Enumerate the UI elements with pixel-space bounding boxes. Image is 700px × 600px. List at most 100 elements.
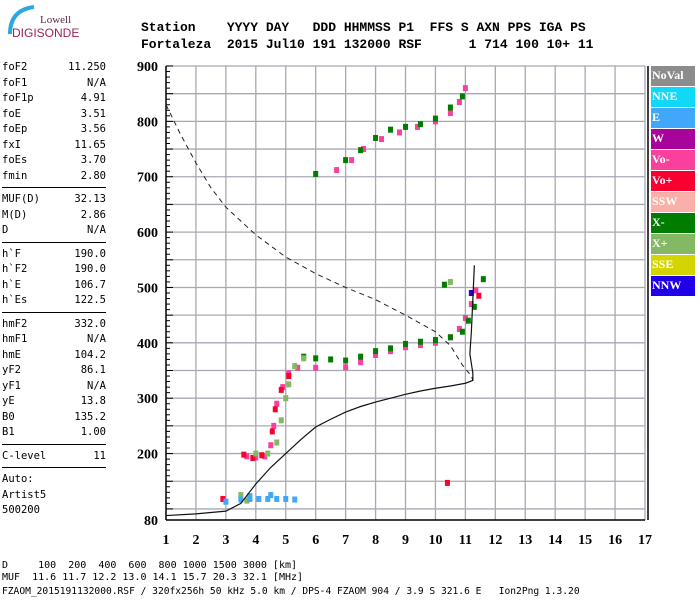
- file-info-line: FZAOM_2015191132000.RSF / 320fx256h 50 k…: [2, 586, 580, 597]
- echo-point-x-: [343, 157, 349, 164]
- param-value: N/A: [87, 333, 106, 345]
- x-tick-label: 3: [222, 533, 229, 548]
- echo-point-x-: [265, 450, 271, 457]
- reference-curve-dashed: [165, 104, 474, 381]
- echo-point-x-: [373, 348, 379, 355]
- param-row: yF2 86.1: [2, 363, 106, 379]
- divider: [2, 241, 106, 243]
- param-name: MUF(D): [2, 193, 40, 205]
- param-value: 86.1: [80, 364, 106, 376]
- param-row: hmF2 332.0: [2, 317, 106, 333]
- echo-point-vo-: [271, 422, 277, 429]
- param-value: 106.7: [74, 278, 106, 291]
- ionogram-plot: 1 2 3 4 5 6 7 8 9 10 11 12 13 14 15 16 17802003004005006…: [137, 60, 652, 548]
- param-value: 11: [93, 449, 106, 462]
- x-tick-label: 13: [518, 533, 532, 548]
- param-row: foE 3.51: [2, 107, 106, 123]
- param-name: foEp: [2, 123, 28, 135]
- param-value: 32.13: [74, 193, 106, 205]
- echo-point-vo-: [462, 314, 468, 321]
- param-name: h`F2: [2, 263, 28, 275]
- param-value: 4.91: [80, 92, 106, 104]
- param-name: foF1p: [2, 92, 34, 104]
- param-name: h`F: [2, 247, 21, 260]
- echo-point-x-: [253, 450, 259, 457]
- x-tick-label: 8: [372, 533, 379, 548]
- echo-point-vo-: [253, 454, 259, 461]
- param-value: 2.80: [80, 169, 106, 182]
- legend-item-sse: SSE: [651, 255, 695, 275]
- echo-point-x-: [328, 356, 334, 363]
- param-name: B0: [2, 410, 15, 423]
- y-tick-label: 80: [144, 514, 158, 529]
- param-value: 332.0: [74, 317, 106, 330]
- param-row: D N/A: [2, 223, 106, 239]
- param-row: foF2 11.250: [2, 60, 106, 76]
- echo-point-vo-: [269, 428, 275, 435]
- y-tick-label: 900: [137, 60, 158, 75]
- distance-line: D 100 200 400 600 800 1000 1500 3000 [km…: [2, 560, 298, 571]
- echo-point-x-: [313, 355, 319, 362]
- echo-point-vo-: [447, 110, 453, 117]
- echo-point-vo-: [444, 479, 450, 486]
- x-tick-label: 15: [578, 533, 592, 548]
- param-value: 3.51: [80, 107, 106, 120]
- echo-point-vo-: [278, 386, 284, 393]
- echo-point-x-: [459, 93, 465, 100]
- echo-point-x-: [432, 115, 438, 122]
- legend-item-noval: NoVal: [651, 66, 695, 86]
- echo-point-x-: [301, 355, 307, 362]
- x-tick-label: 6: [312, 533, 319, 548]
- x-tick-label: 10: [428, 533, 442, 548]
- x-tick-label: 17: [638, 533, 652, 548]
- autoscaling-info: 500200: [2, 504, 40, 516]
- y-tick-label: 500: [137, 281, 158, 296]
- echo-point-x-: [447, 104, 453, 111]
- echo-point-x-: [471, 303, 477, 310]
- echo-point-x-: [388, 345, 394, 352]
- header-values: Fortaleza 2015 Jul10 191 132000 RSF 1 71…: [141, 37, 594, 52]
- param-row: foEp 3.56: [2, 122, 106, 138]
- param-value: N/A: [87, 224, 106, 236]
- echo-point-e: [283, 495, 289, 502]
- echo-point-vo-: [244, 453, 250, 460]
- y-tick-label: 400: [137, 337, 158, 352]
- param-name: fxI: [2, 138, 21, 151]
- echo-point-x-: [417, 121, 423, 128]
- param-name: foE: [2, 107, 21, 120]
- param-name: M(D): [2, 208, 28, 221]
- echo-point-vo-: [286, 373, 292, 380]
- echo-point-x-: [441, 281, 447, 288]
- param-row: yF1 N/A: [2, 379, 106, 395]
- param-name: h`E: [2, 278, 21, 291]
- echo-point-vo-: [456, 325, 462, 332]
- y-tick-label: 700: [137, 171, 158, 186]
- echo-point-vo-: [334, 167, 340, 174]
- legend-item-e: E: [651, 108, 695, 128]
- x-tick-label: 14: [548, 533, 562, 548]
- echo-point-x-: [358, 353, 364, 360]
- autoscaling-info: Artist5: [2, 488, 47, 501]
- param-value: 122.5: [74, 294, 106, 306]
- echo-point-vo-: [220, 495, 226, 502]
- y-tick-label: 600: [137, 226, 158, 241]
- legend-item-ssw: SSW: [651, 192, 695, 212]
- echo-point-vo-: [403, 344, 408, 351]
- echo-point-vo-: [262, 453, 268, 460]
- x-tick-label: 1: [163, 533, 170, 548]
- logo-line1: Lowell: [40, 14, 72, 26]
- param-row: h`F 190.0: [2, 247, 106, 263]
- x-tick-label: 5: [282, 533, 289, 548]
- param-value: 13.8: [80, 395, 106, 407]
- echo-point-x-: [238, 492, 244, 499]
- echo-point-x-: [403, 340, 408, 347]
- divider: [2, 443, 106, 445]
- echo-point-x-: [278, 417, 284, 424]
- echo-point-vo-: [274, 400, 280, 407]
- echo-point-x-: [388, 126, 394, 133]
- echo-point-x-: [447, 278, 453, 285]
- param-row: foEs 3.70: [2, 153, 106, 169]
- echo-point-vo-: [456, 98, 462, 105]
- echo-point-x-: [313, 170, 319, 177]
- param-name: h`Es: [2, 294, 28, 306]
